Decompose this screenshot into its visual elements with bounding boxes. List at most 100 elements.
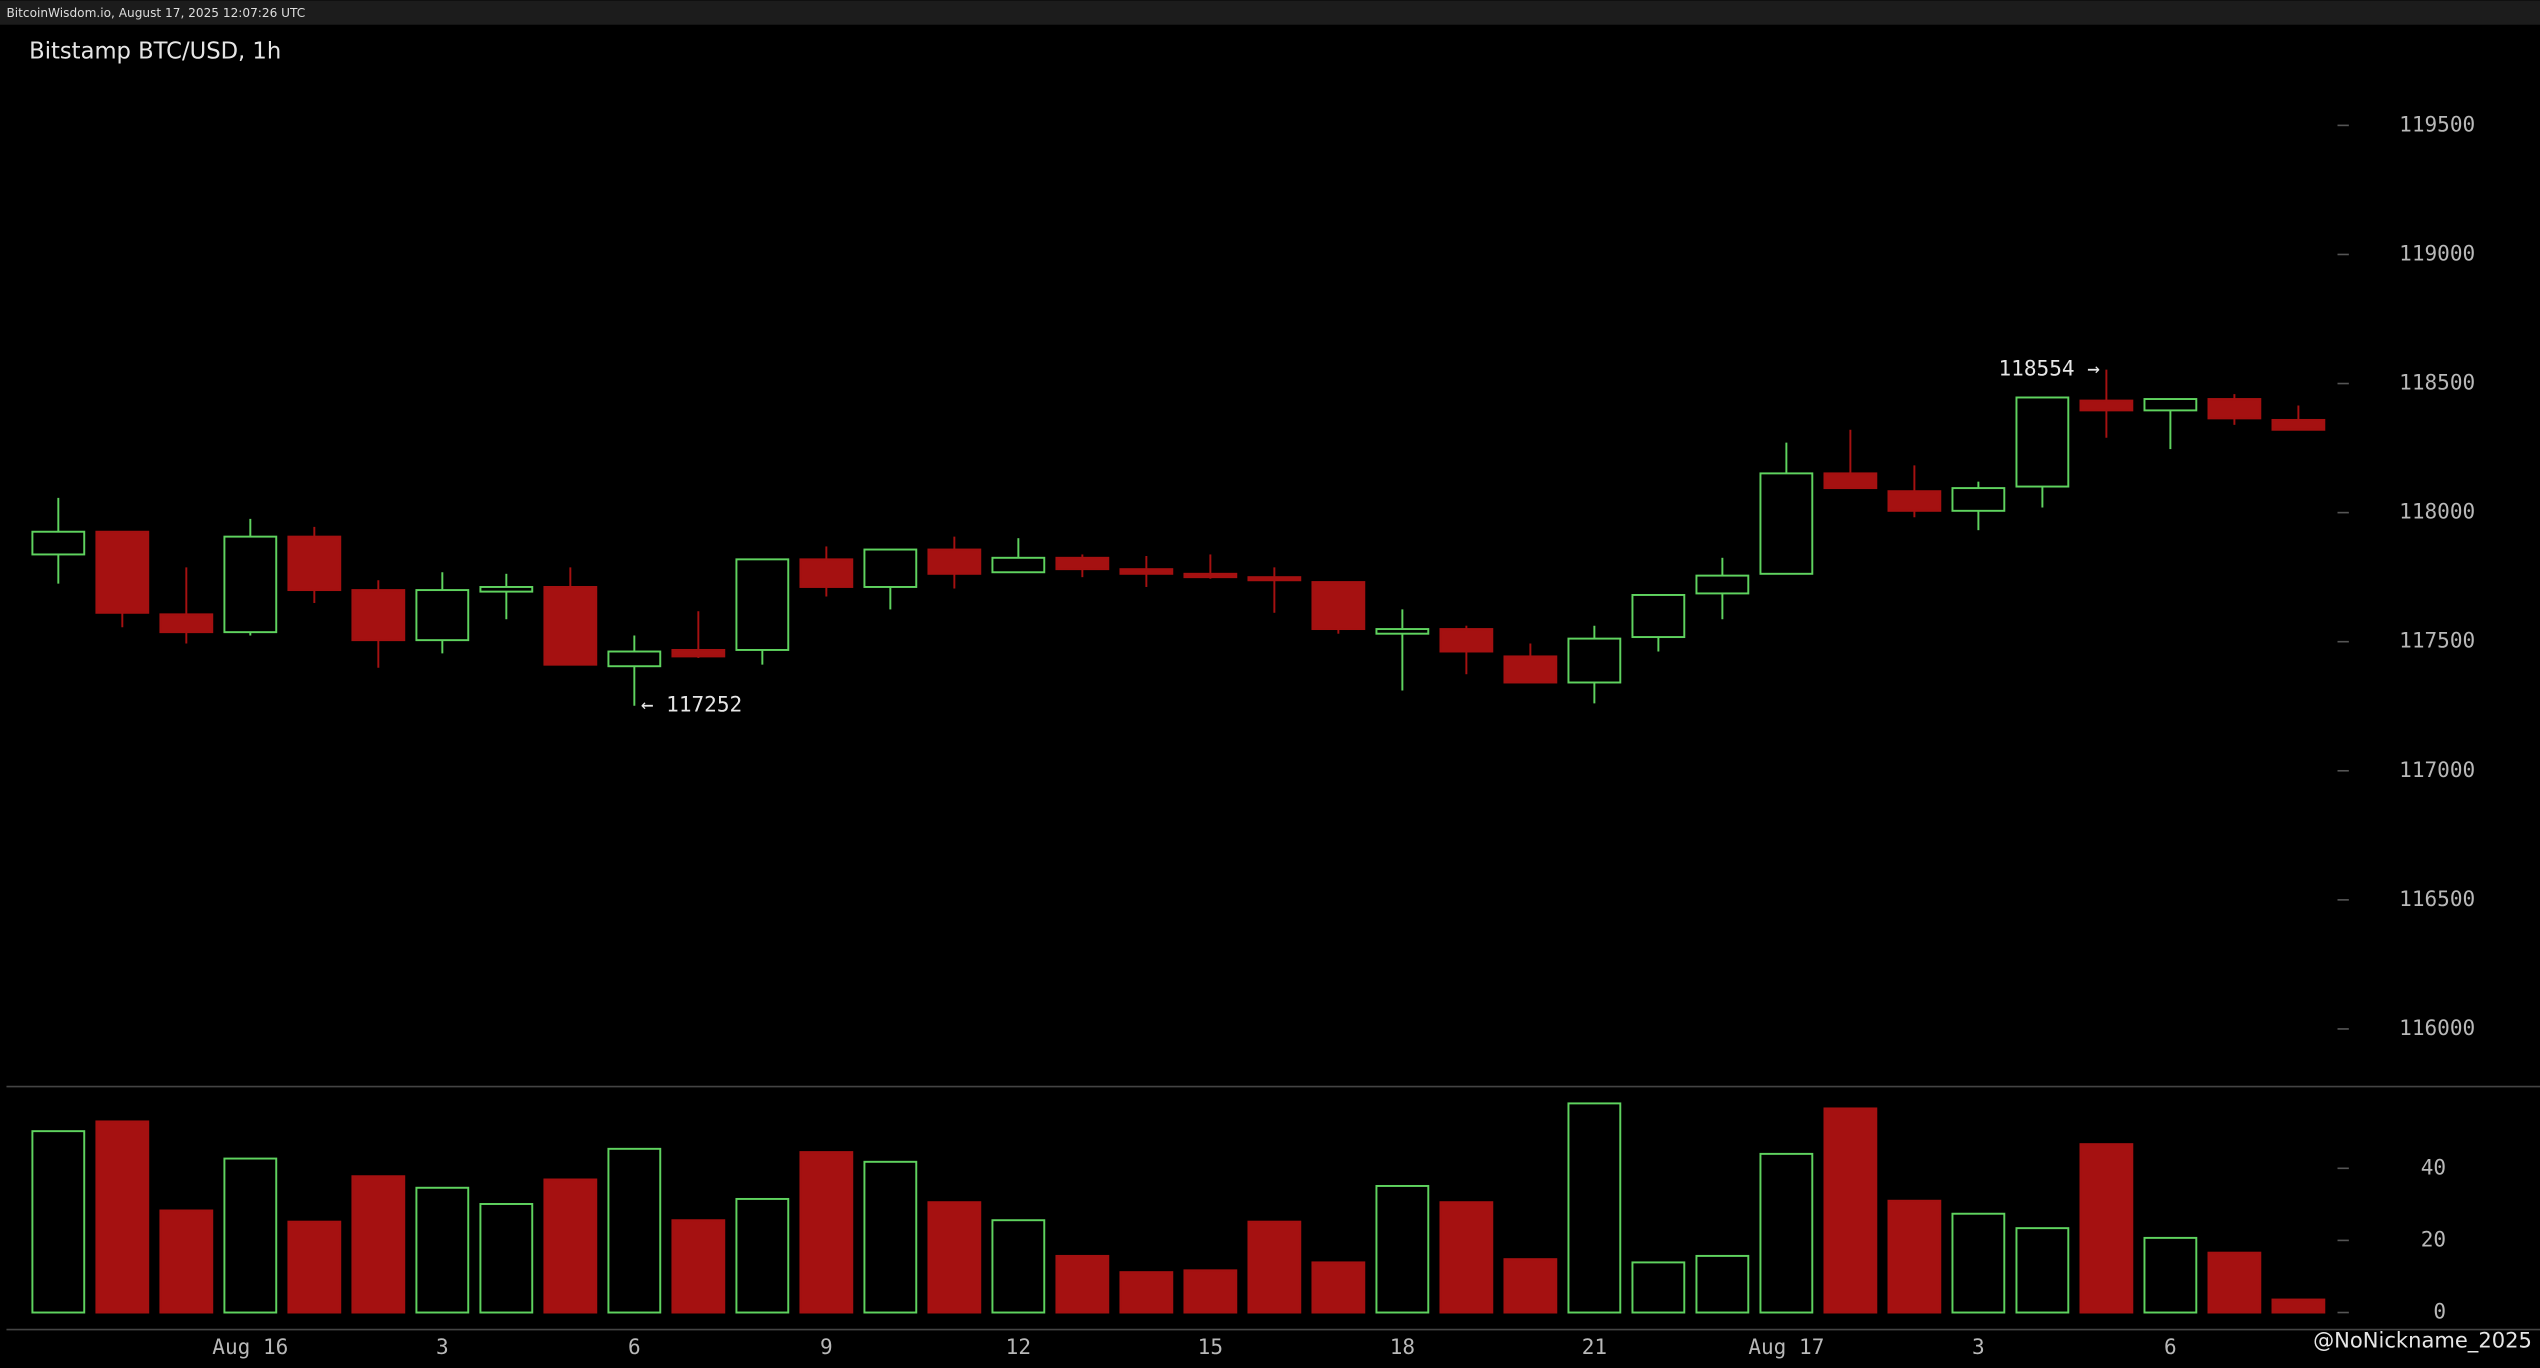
candle-body	[1247, 576, 1302, 582]
volume-bar	[2143, 1236, 2198, 1314]
candle-body	[991, 556, 1046, 574]
candle-body	[1503, 655, 1558, 684]
volume-bar	[287, 1220, 342, 1314]
volume-bar	[223, 1157, 278, 1314]
candle-body	[1375, 628, 1430, 635]
volume-bar	[1887, 1199, 1942, 1314]
candle-body	[31, 530, 86, 556]
candle-body	[735, 558, 790, 651]
volume-tick-label: 20	[2421, 1226, 2446, 1251]
candle-body	[351, 589, 406, 642]
x-tick-label: 21	[1582, 1334, 1607, 1359]
candle-body	[1887, 490, 1942, 512]
volume-bar	[1439, 1201, 1494, 1314]
candle-body	[1823, 472, 1878, 490]
candle-body	[1439, 628, 1494, 653]
header-bar	[0, 0, 2540, 25]
candle-body	[415, 589, 470, 642]
volume-bar	[2207, 1251, 2262, 1314]
candle-body	[1183, 572, 1238, 579]
volume-bar	[415, 1186, 470, 1314]
candle-body	[1951, 487, 2006, 512]
x-tick-label: 6	[2164, 1334, 2177, 1359]
x-tick-label: 3	[436, 1334, 449, 1359]
candle-body	[927, 548, 982, 575]
header-text: BitcoinWisdom.io, August 17, 2025 12:07:…	[6, 6, 305, 20]
volume-bar	[2015, 1227, 2070, 1314]
volume-bar	[607, 1147, 662, 1314]
candle-body	[2143, 398, 2198, 412]
candle-body	[1055, 556, 1110, 571]
chart-title: Bitstamp BTC/USD, 1h	[29, 39, 281, 65]
candle-body	[1695, 574, 1750, 595]
volume-bar	[863, 1160, 918, 1314]
y-tick-label: 119500	[2399, 111, 2475, 136]
volume-bar	[1311, 1261, 1366, 1314]
candle-body	[607, 650, 662, 668]
x-tick-label: 9	[820, 1334, 833, 1359]
y-tick-label: 119000	[2399, 240, 2475, 265]
volume-bar	[991, 1219, 1046, 1314]
volume-bar	[1119, 1271, 1174, 1314]
candle-body	[287, 535, 342, 592]
x-tick-label: 15	[1198, 1334, 1223, 1359]
volume-bar	[1759, 1152, 1814, 1314]
x-tick-label: Aug 17	[1748, 1334, 1824, 1359]
volume-bar	[2271, 1298, 2326, 1314]
x-tick-label: Aug 16	[212, 1334, 288, 1359]
volume-tick-label: 40	[2421, 1154, 2446, 1179]
volume-bar	[1951, 1212, 2006, 1314]
volume-bar	[1631, 1261, 1686, 1314]
candle-body	[1119, 568, 1174, 575]
volume-bar	[735, 1197, 790, 1314]
x-tick-label: 6	[628, 1334, 641, 1359]
volume-bar	[1375, 1184, 1430, 1314]
candle-body	[95, 530, 150, 614]
volume-bar	[351, 1175, 406, 1314]
candle-body	[2015, 396, 2070, 488]
volume-bar	[671, 1219, 726, 1314]
candle-body	[863, 548, 918, 588]
volume-bar	[1055, 1254, 1110, 1314]
volume-bar	[1183, 1269, 1238, 1314]
volume-bar	[1823, 1107, 1878, 1314]
candle-body	[1631, 594, 1686, 639]
candle-body	[799, 558, 854, 588]
watermark: @NoNickname_2025	[2313, 1328, 2532, 1353]
y-tick-label: 118500	[2399, 370, 2475, 395]
volume-bar	[95, 1120, 150, 1314]
candle-body	[2079, 399, 2134, 412]
candle-body	[2207, 398, 2262, 420]
volume-tick-label: 0	[2433, 1299, 2446, 1324]
candle-body	[479, 585, 534, 593]
volume-bar	[543, 1178, 598, 1314]
annotation: ← 117252	[641, 692, 742, 717]
candle-body	[543, 585, 598, 666]
volume-bar	[1503, 1258, 1558, 1314]
candle-body	[671, 648, 726, 658]
volume-bar	[1247, 1220, 1302, 1314]
y-tick-label: 117500	[2399, 628, 2475, 653]
candle-body	[1311, 581, 1366, 631]
volume-bar	[479, 1203, 534, 1314]
volume-bar	[1567, 1102, 1622, 1314]
y-tick-label: 117000	[2399, 757, 2475, 782]
candle-body	[2271, 418, 2326, 431]
volume-bar	[31, 1130, 86, 1314]
x-tick-label: 12	[1006, 1334, 1031, 1359]
y-tick-label: 116000	[2399, 1015, 2475, 1040]
y-tick-label: 118000	[2399, 499, 2475, 524]
volume-bar	[159, 1209, 214, 1314]
y-tick-label: 116500	[2399, 886, 2475, 911]
candle-body	[223, 535, 278, 634]
volume-bar	[1695, 1254, 1750, 1314]
volume-bar	[799, 1151, 854, 1314]
candle-body	[1759, 472, 1814, 575]
x-tick-label: 18	[1390, 1334, 1415, 1359]
annotation: 118554 →	[1999, 356, 2100, 381]
volume-bar	[2079, 1143, 2134, 1314]
volume-bar	[927, 1201, 982, 1314]
